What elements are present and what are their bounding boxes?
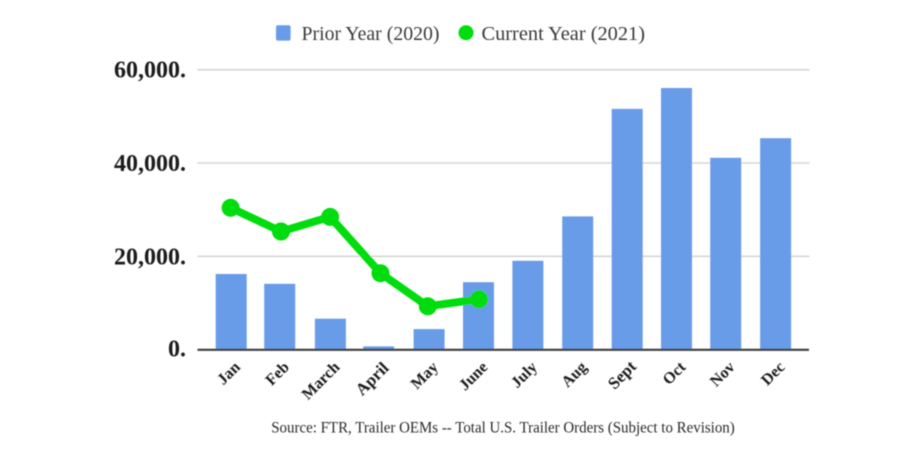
- svg-text:0.: 0.: [168, 336, 186, 362]
- svg-text:40,000.: 40,000.: [114, 151, 186, 177]
- svg-text:20,000.: 20,000.: [114, 244, 186, 270]
- svg-text:Prior Year (2020): Prior Year (2020): [302, 23, 440, 45]
- svg-text:Source: FTR, Trailer OEMs -- T: Source: FTR, Trailer OEMs -- Total U.S. …: [271, 420, 735, 437]
- svg-text:Current Year (2021): Current Year (2021): [482, 23, 646, 45]
- svg-text:60,000.: 60,000.: [114, 58, 186, 84]
